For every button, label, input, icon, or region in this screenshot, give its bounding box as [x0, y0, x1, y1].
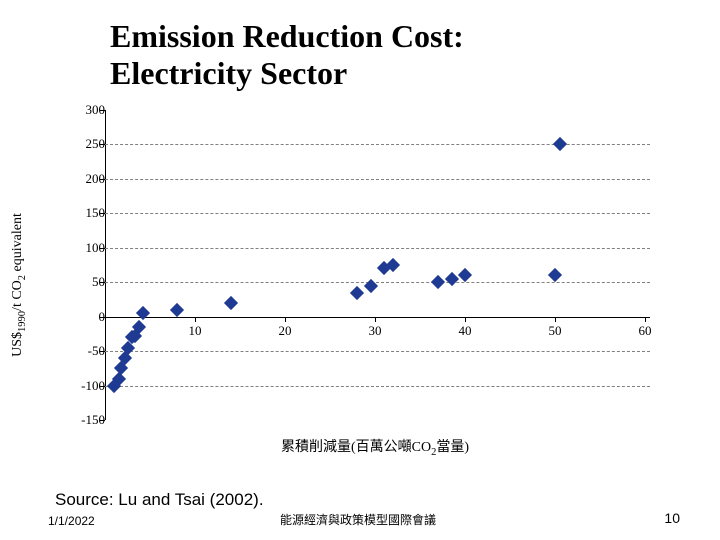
y-tick-label: -100	[65, 378, 105, 394]
gridline	[105, 351, 650, 352]
data-point	[458, 268, 472, 282]
x-tick-label: 20	[279, 323, 292, 339]
title-line-1: Emission Reduction Cost:	[110, 18, 464, 54]
page-number: 10	[664, 510, 680, 526]
gridline	[105, 179, 650, 180]
data-point	[444, 272, 458, 286]
data-point	[431, 275, 445, 289]
x-tick	[285, 317, 286, 322]
y-tick-label: 200	[65, 171, 105, 187]
x-tick-label: 30	[369, 323, 382, 339]
data-point	[350, 285, 364, 299]
footer-conference: 能源經濟與政策模型國際會議	[280, 511, 436, 528]
y-tick-label: 250	[65, 136, 105, 152]
y-tick-label: 0	[65, 309, 105, 325]
gridline	[105, 144, 650, 145]
y-tick-label: 100	[65, 240, 105, 256]
title-line-2: Electricity Sector	[110, 55, 347, 91]
gridline	[105, 282, 650, 283]
data-point	[136, 306, 150, 320]
gridline	[105, 248, 650, 249]
y-tick-label: -150	[65, 412, 105, 428]
x-tick	[195, 317, 196, 322]
data-point	[224, 296, 238, 310]
x-tick	[375, 317, 376, 322]
x-axis-line	[105, 317, 650, 318]
scatter-chart: US$1990/t CO2 equivalent 累積削減量(百萬公噸CO2當量…	[55, 110, 660, 460]
x-tick-label: 60	[639, 323, 652, 339]
data-point	[363, 279, 377, 293]
y-tick-label: 300	[65, 102, 105, 118]
slide-title: Emission Reduction Cost: Electricity Sec…	[110, 18, 464, 92]
x-tick-label: 40	[459, 323, 472, 339]
gridline	[105, 386, 650, 387]
x-tick-label: 50	[549, 323, 562, 339]
y-axis-line	[105, 110, 106, 420]
x-tick	[555, 317, 556, 322]
y-tick-label: 150	[65, 205, 105, 221]
y-tick-label: 50	[65, 274, 105, 290]
source-citation: Source: Lu and Tsai (2002).	[55, 490, 264, 510]
data-point	[552, 137, 566, 151]
data-point	[548, 268, 562, 282]
gridline	[105, 213, 650, 214]
x-tick	[465, 317, 466, 322]
x-tick-label: 10	[189, 323, 202, 339]
x-tick	[645, 317, 646, 322]
x-axis-label: 累積削減量(百萬公噸CO2當量)	[281, 436, 469, 458]
y-axis-label: US$1990/t CO2 equivalent	[10, 213, 28, 357]
slide-date: 1/1/2022	[48, 514, 95, 528]
data-point	[170, 303, 184, 317]
y-tick-label: -50	[65, 343, 105, 359]
